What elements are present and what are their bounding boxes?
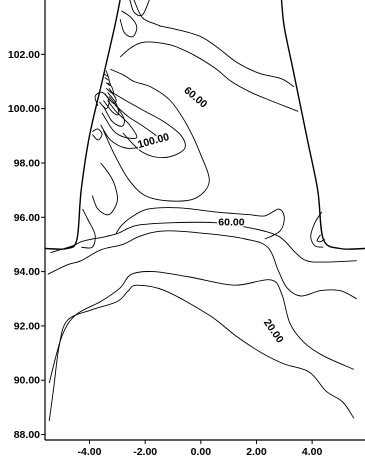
y-tick-label: 102.00 xyxy=(8,49,40,61)
contour-line xyxy=(103,96,125,127)
y-tick-label: 90.00 xyxy=(14,375,40,387)
x-tick-label: 2.00 xyxy=(246,446,267,458)
contour-line xyxy=(115,207,285,240)
contour-line xyxy=(310,211,324,248)
y-tick-label: 100.00 xyxy=(8,103,40,115)
contour-line xyxy=(129,0,150,17)
tick-marks xyxy=(41,53,313,444)
y-tick-label: 92.00 xyxy=(14,320,40,332)
contour-line xyxy=(48,271,355,384)
contour-line xyxy=(101,100,138,139)
contour-line xyxy=(159,25,295,88)
contour-value-label: 60.00 xyxy=(182,85,210,111)
axes xyxy=(44,0,365,441)
boundary-line xyxy=(44,0,121,250)
contour-line xyxy=(47,230,357,300)
x-tick-label: 4.00 xyxy=(302,446,323,458)
contour-line xyxy=(133,0,161,27)
contour-line xyxy=(103,92,120,116)
contour-line xyxy=(111,91,186,159)
contour-value-label: 100.00 xyxy=(136,131,170,151)
contour-line xyxy=(94,91,110,110)
y-tick-label: 98.00 xyxy=(14,157,40,169)
y-tick-label: 96.00 xyxy=(14,212,40,224)
contour-line xyxy=(81,208,96,249)
tick-labels: 88.00 90.00 92.00 94.00 96.00 98.00 100.00 102.… xyxy=(8,49,323,458)
contour-line xyxy=(100,104,160,149)
contour-lines xyxy=(47,0,357,422)
x-tick-label: 0.00 xyxy=(191,446,212,458)
contour-value-labels: 60.00 100.00 60.00 20.00 xyxy=(135,83,288,347)
contour-line xyxy=(105,79,111,87)
contour-line xyxy=(105,82,114,95)
contour-line xyxy=(91,128,103,141)
contour-line xyxy=(104,74,110,81)
contour-value-label: 60.00 xyxy=(218,216,244,228)
domain-boundary xyxy=(44,0,365,250)
contour-line xyxy=(48,284,355,422)
contour-line xyxy=(91,162,118,216)
boundary-line xyxy=(280,0,365,250)
contour-line xyxy=(50,221,357,263)
x-tick-label: -4.00 xyxy=(78,446,102,458)
contour-line xyxy=(119,10,138,38)
contour-line xyxy=(119,41,299,112)
contour-line xyxy=(102,68,210,202)
contour-line xyxy=(316,234,325,243)
y-tick-label: 88.00 xyxy=(14,429,40,441)
y-tick-label: 94.00 xyxy=(14,266,40,278)
contour-value-label: 20.00 xyxy=(261,317,286,346)
x-tick-label: -2.00 xyxy=(133,446,157,458)
